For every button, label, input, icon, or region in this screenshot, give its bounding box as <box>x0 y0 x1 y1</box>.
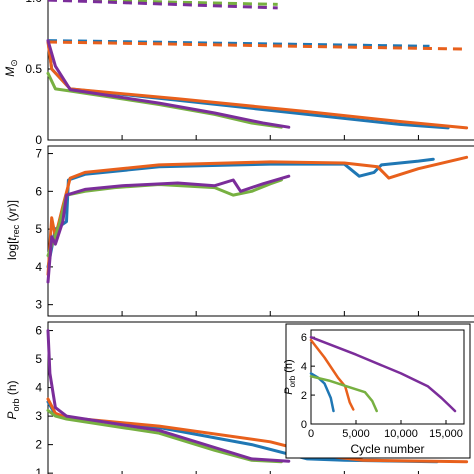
panel-mass: 0 0.5 1.0 M⊙ <box>3 0 474 147</box>
inset-y-tick-label: 4 <box>301 361 307 373</box>
y-tick-label: 6 <box>35 184 42 198</box>
axes-frame <box>47 0 474 141</box>
y-tick-label: 0 <box>35 133 42 147</box>
y-tick-label: 4 <box>35 381 42 395</box>
series-line-mass-orange-dashed <box>47 40 467 51</box>
y-tick-label: 0.5 <box>25 62 42 76</box>
y-tick-label: 5 <box>35 352 42 366</box>
inset-y-tick-label: 2 <box>301 390 307 402</box>
series-line-mass-purple <box>46 39 291 129</box>
inset-series-line-purple <box>309 335 457 413</box>
series-line-trec-purple <box>46 174 291 284</box>
inset-series-line-green <box>309 375 378 413</box>
panel-porb: 1 2 3 4 5 6 Porb (h) <box>5 321 474 474</box>
y-tick-label: 1.0 <box>25 0 42 5</box>
y-tick-label: 2 <box>35 438 42 452</box>
inset-series-line-orange <box>309 338 355 411</box>
y-tick-label: 5 <box>35 222 42 236</box>
y-axis-label: Porb (h) <box>5 380 21 419</box>
series-line-porb-purple <box>46 329 291 463</box>
y-tick-label: 3 <box>35 298 42 312</box>
inset-y-axis-label: Porb (h) <box>283 359 297 394</box>
series-line-trec-orange <box>46 155 469 276</box>
y-tick-label: 1 <box>35 466 42 474</box>
axes-frame <box>47 145 474 317</box>
series-line-mass-orange <box>46 40 469 130</box>
y-tick-label: 7 <box>35 147 42 161</box>
inset-chart: 0 5,000 10,000 15,000 0 2 4 6 Cycle number Porb (… <box>283 323 471 459</box>
inset-x-tick-label: 0 <box>308 428 314 440</box>
series-line-mass-blue <box>46 39 450 130</box>
series-line-trec-blue <box>46 157 435 269</box>
y-axis-label: M⊙ <box>3 59 19 77</box>
y-tick-label: 3 <box>35 409 42 423</box>
y-tick-label: 4 <box>35 260 42 274</box>
series-line-porb-orange <box>46 397 469 464</box>
inset-x-axis-label: Cycle number <box>350 442 424 456</box>
panel-trec: 3 4 5 6 7 log[trec (yr)] <box>5 145 474 317</box>
inset-y-tick-label: 0 <box>301 419 307 431</box>
inset-y-tick-label: 6 <box>301 332 307 344</box>
y-axis-label: log[trec (yr)] <box>5 200 21 260</box>
inset-x-tick-label: 10,000 <box>384 428 418 440</box>
inset-x-tick-label: 15,000 <box>429 428 463 440</box>
inset-x-tick-label: 5,000 <box>342 428 370 440</box>
chart-panels: 0 0.5 1.0 M⊙ 3 4 5 6 7 log[trec (yr)] 1 2 3 4 5 6 Porb (… <box>3 0 474 474</box>
y-tick-label: 6 <box>35 324 42 338</box>
series-line-mass-blue-dashed <box>47 39 430 48</box>
series-line-mass-purple-dashed <box>47 0 278 10</box>
